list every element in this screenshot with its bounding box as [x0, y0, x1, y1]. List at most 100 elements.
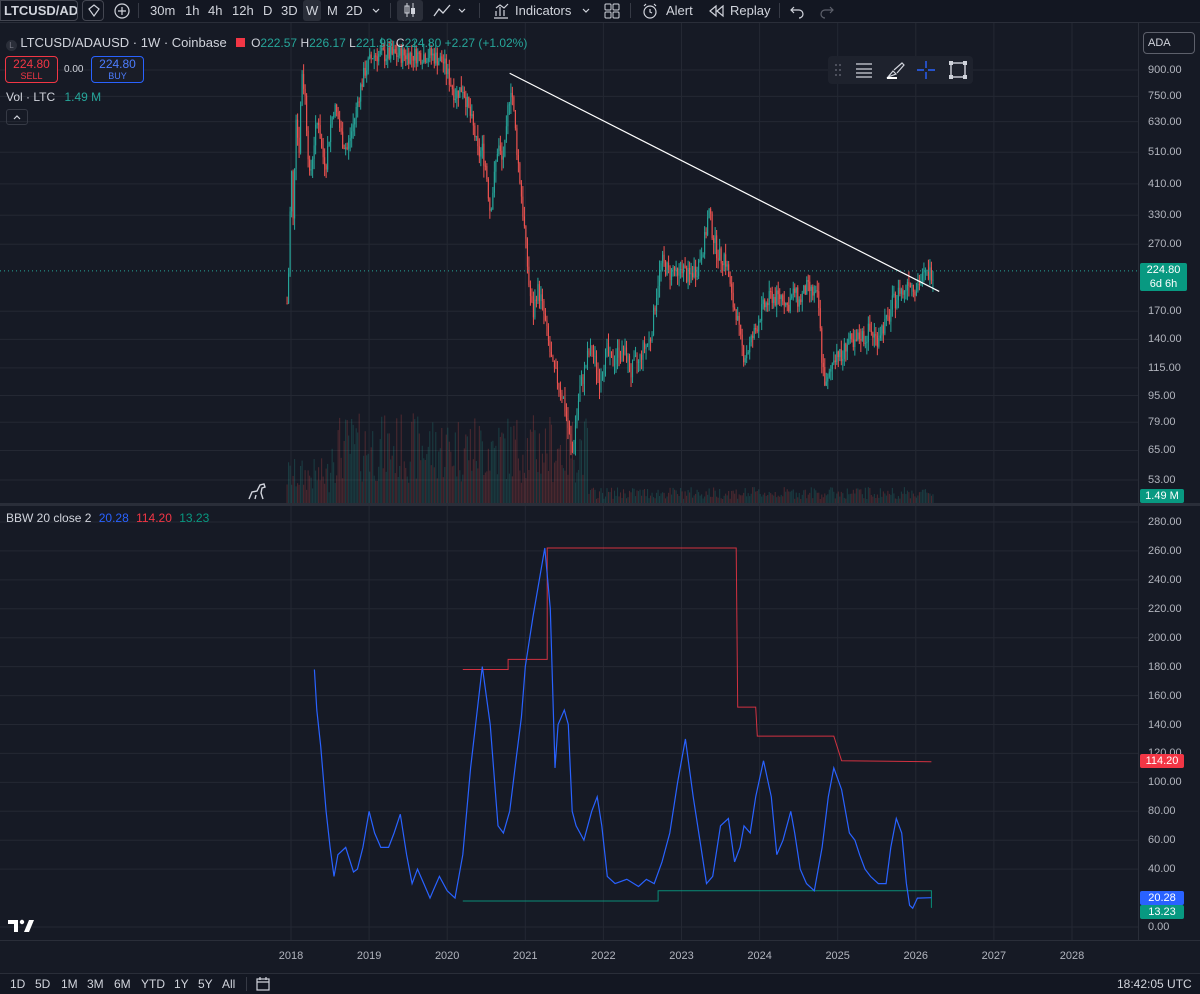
volume-bar — [707, 494, 709, 503]
volume-bar — [610, 487, 613, 503]
crosshair-icon[interactable] — [916, 60, 936, 80]
symbol-title[interactable]: LTCUSD/ADAUSD · 1W · Coinbase — [20, 35, 227, 50]
line-chart-icon[interactable] — [432, 2, 452, 20]
volume-bar — [462, 474, 464, 503]
buy-button[interactable]: 224.80 BUY — [91, 56, 144, 83]
bbw-label[interactable]: BBW 20 close 2 — [6, 511, 92, 525]
select-area-icon[interactable] — [948, 60, 968, 80]
volume-bar — [483, 474, 485, 503]
range-1d[interactable]: 1D — [10, 977, 26, 991]
drag-handle-icon[interactable] — [834, 63, 842, 77]
undo-icon[interactable] — [789, 3, 805, 19]
candle-body — [369, 54, 371, 59]
volume-value: 1.49 M — [64, 90, 102, 104]
candle-body — [499, 145, 501, 151]
redo-icon[interactable] — [819, 3, 835, 19]
timeframe-12h[interactable]: 12h — [232, 3, 254, 18]
volume-bar — [450, 451, 452, 503]
candle-body — [613, 364, 616, 366]
pane-separator[interactable] — [0, 503, 1200, 506]
volume-bar — [776, 497, 778, 503]
candle-body — [812, 286, 814, 296]
range-3m[interactable]: 3M — [87, 977, 104, 991]
volume-bar — [435, 432, 437, 503]
range-all[interactable]: All — [222, 977, 236, 991]
volume-bar — [881, 496, 883, 503]
volume-bar — [786, 489, 788, 503]
candle-body — [537, 284, 539, 301]
volume-bar — [806, 498, 808, 503]
candle-body — [432, 53, 434, 56]
time-tick-label: 2019 — [356, 950, 382, 962]
calendar-go-to-icon[interactable] — [255, 976, 271, 992]
bbw-chart[interactable] — [0, 506, 1200, 940]
candles-style-button[interactable] — [397, 0, 423, 21]
volume-bar — [665, 498, 667, 503]
volume-bar — [421, 445, 423, 503]
replay-button[interactable]: Replay — [730, 3, 771, 18]
candle-body — [531, 296, 533, 302]
collapse-legend-button[interactable] — [6, 109, 28, 125]
indicators-icon[interactable] — [492, 2, 510, 20]
indicators-button[interactable]: Indicators — [515, 3, 572, 18]
trendline[interactable] — [509, 72, 940, 292]
candle-body — [666, 263, 668, 275]
volume-bar — [843, 497, 845, 503]
dinosaur-icon[interactable] — [246, 481, 268, 501]
candle-body — [651, 335, 653, 342]
timeframe-2d[interactable]: 2D — [346, 3, 363, 18]
candle-body — [547, 326, 549, 341]
brush-color-icon[interactable] — [885, 60, 907, 80]
volume-bar — [896, 498, 898, 503]
timeframe-3d[interactable]: 3D — [281, 3, 298, 18]
volume-bar — [710, 496, 712, 503]
chevron-down-icon[interactable] — [580, 5, 592, 17]
chevron-down-icon[interactable] — [370, 5, 382, 17]
timeframe-m[interactable]: M — [327, 3, 338, 18]
line-style-icon[interactable] — [854, 60, 874, 80]
alert-button[interactable]: Alert — [666, 3, 693, 18]
volume-bar — [650, 495, 652, 503]
range-1m[interactable]: 1M — [61, 977, 78, 991]
volume-bar — [654, 498, 656, 503]
timeframe-4h[interactable]: 4h — [208, 3, 223, 18]
candle-body — [312, 158, 314, 170]
range-5d[interactable]: 5D — [35, 977, 51, 991]
alert-clock-icon[interactable] — [641, 2, 659, 20]
volume-bar — [364, 431, 366, 503]
volume-label[interactable]: Vol · LTC — [6, 90, 56, 104]
volume-bar — [647, 489, 649, 503]
volume-bar — [918, 492, 920, 503]
volume-bar — [382, 468, 384, 503]
range-1y[interactable]: 1Y — [174, 977, 189, 991]
compare-plus-icon[interactable] — [113, 2, 131, 20]
timeframe-w[interactable]: W — [303, 0, 322, 21]
range-6m[interactable]: 6M — [114, 977, 131, 991]
price-chart[interactable] — [0, 23, 1200, 503]
timeframe-d[interactable]: D — [263, 3, 273, 18]
time-axis[interactable] — [0, 940, 1200, 974]
candle-body — [397, 55, 399, 57]
price-tick-label: 95.00 — [1148, 389, 1176, 402]
bbw-axis[interactable] — [1138, 506, 1200, 940]
volume-bar — [432, 422, 434, 503]
symbol-search[interactable]: LTCUSD/ADA — [0, 0, 78, 21]
chevron-down-icon[interactable] — [456, 5, 468, 17]
divider — [138, 3, 139, 18]
sell-button[interactable]: 224.80 SELL — [5, 56, 58, 83]
candle-body — [893, 293, 895, 296]
currency-unit[interactable]: ADA — [1143, 32, 1195, 54]
layouts-grid-icon[interactable] — [603, 2, 621, 20]
timeframe-1h[interactable]: 1h — [185, 3, 200, 18]
volume-bar — [782, 496, 784, 503]
timeframe-30m[interactable]: 30m — [150, 3, 176, 18]
candle-body — [885, 315, 887, 319]
volume-bar — [914, 496, 916, 503]
favorite-button[interactable] — [82, 0, 104, 21]
range-5y[interactable]: 5Y — [198, 977, 213, 991]
range-ytd[interactable]: YTD — [141, 977, 165, 991]
replay-icon[interactable] — [707, 3, 725, 19]
candle-body — [849, 333, 851, 339]
clock[interactable]: 18:42:05 UTC — [1117, 977, 1192, 991]
volume-bar — [822, 497, 824, 503]
